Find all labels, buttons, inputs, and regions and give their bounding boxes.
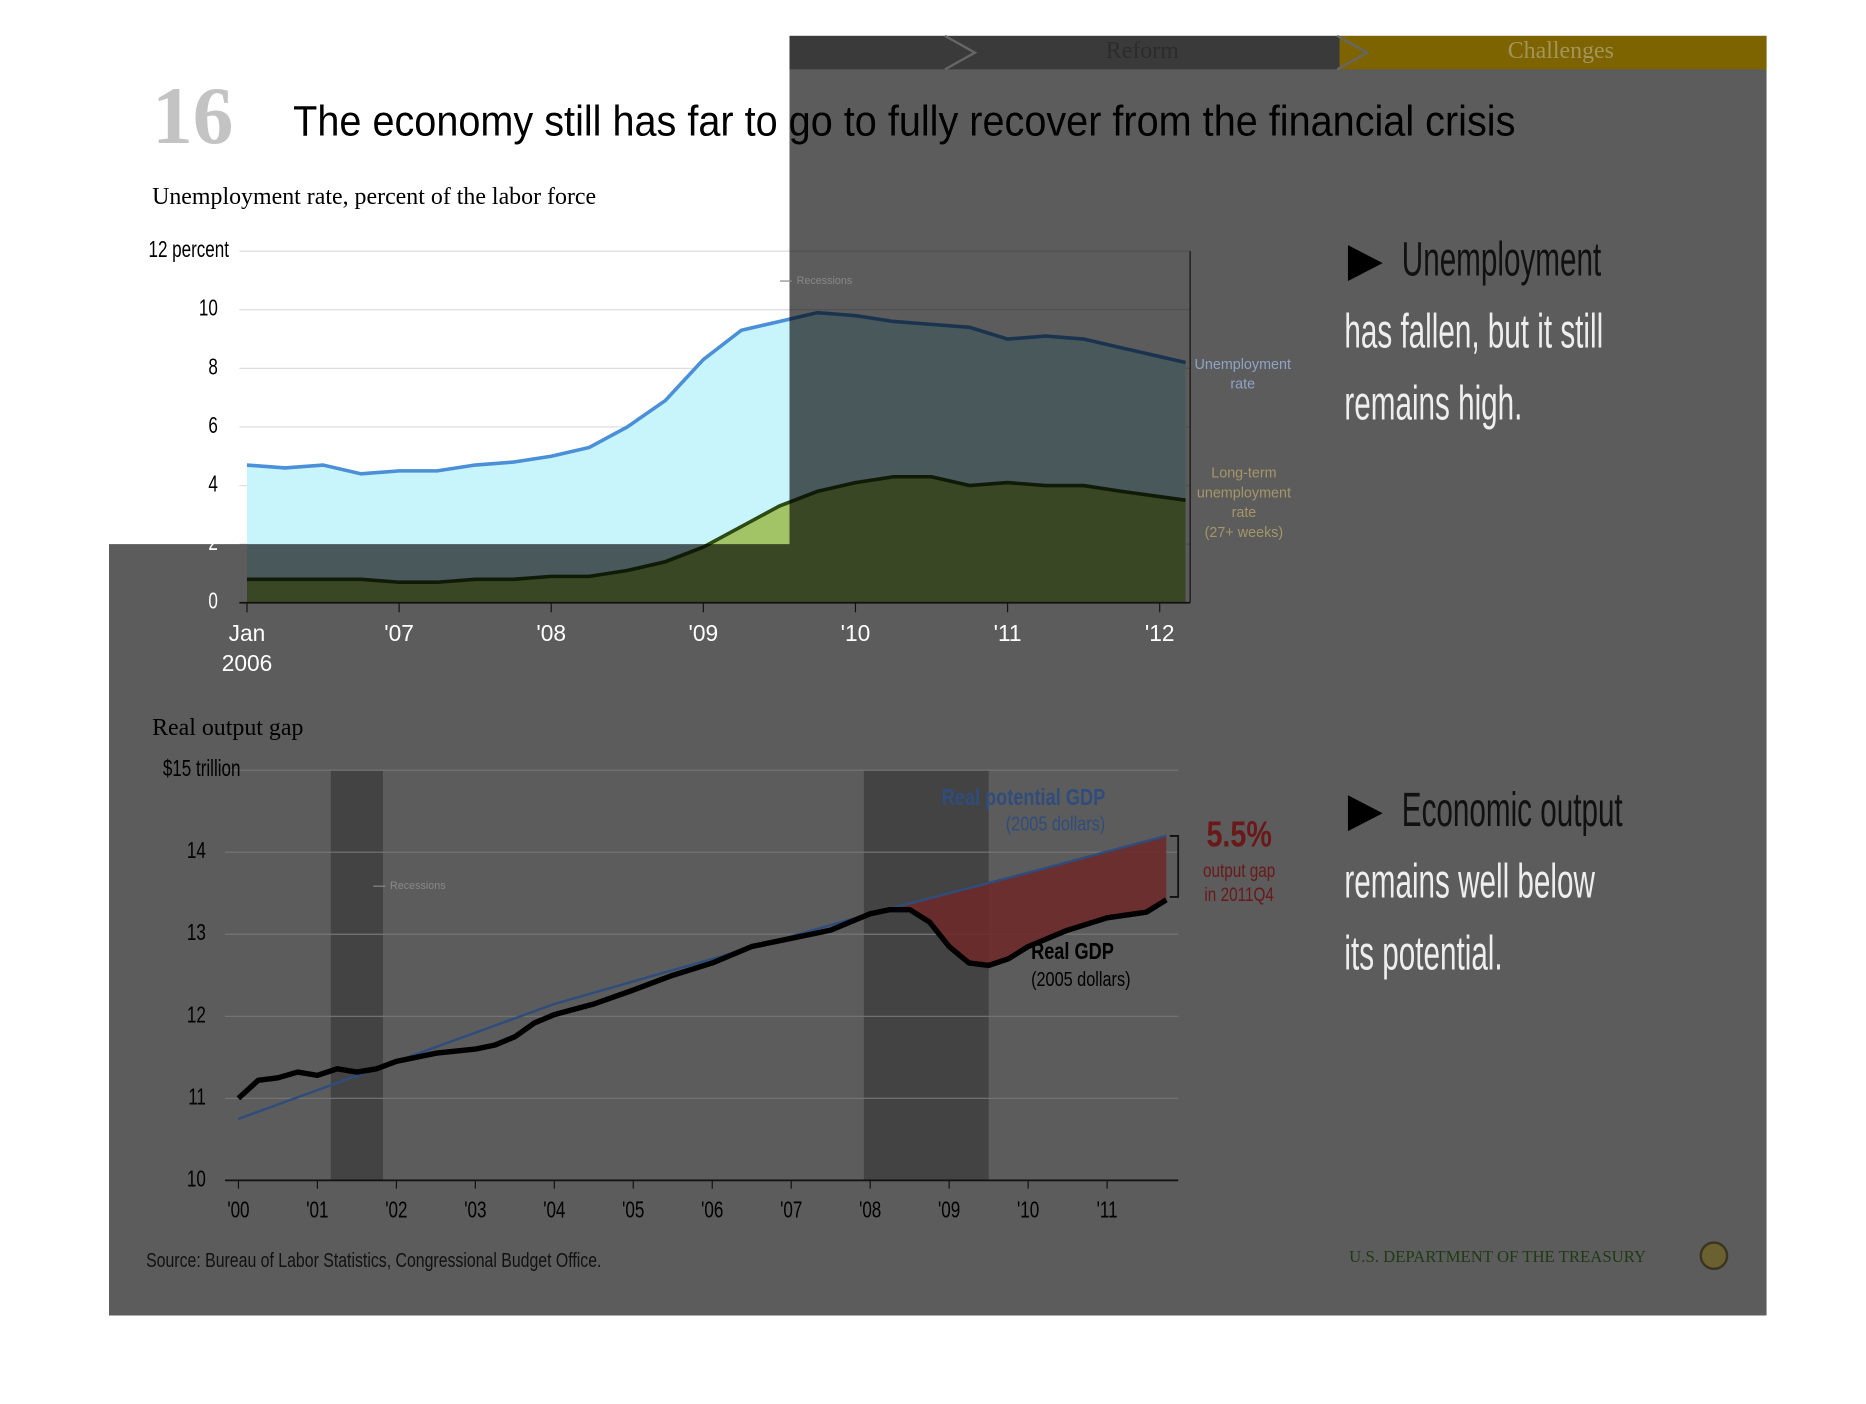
nav-bar [789, 35, 1340, 70]
y-tick-label: 4 [208, 471, 217, 497]
x-tick-label: '06 [701, 1196, 723, 1222]
x-tick-label: '03 [464, 1196, 486, 1222]
annotation: (2005 dollars) [1031, 969, 1130, 991]
bullet-text: Economic output [1402, 784, 1623, 837]
annotation: Real potential GDP [942, 784, 1106, 810]
x-tick-label: '05 [622, 1196, 644, 1222]
annotation: (2005 dollars) [1006, 814, 1105, 836]
x-tick-label: Jan 2006 [222, 620, 273, 676]
annotation: output gap [1203, 861, 1275, 882]
annotation: in 2011Q4 [1204, 885, 1274, 906]
chart-title: Unemployment rate, percent of the labor … [152, 184, 596, 210]
footer: U.S. DEPARTMENT OF THE TREASURY [1349, 1247, 1646, 1266]
nav-bar-active [1339, 35, 1767, 70]
nav-item[interactable]: Reform [1106, 38, 1179, 64]
x-tick-label: '02 [385, 1196, 407, 1222]
y-tick-label: 14 [187, 837, 206, 863]
gap-bracket [1169, 835, 1180, 898]
y-tick-label: 11 [188, 1083, 206, 1109]
bullet-marker [1347, 795, 1383, 832]
x-tick-label: '08 [859, 1196, 881, 1222]
x-tick-label: '07 [780, 1196, 802, 1222]
y-tick-label: 10 [199, 295, 218, 321]
annotation: Recessions [797, 275, 853, 287]
series-label: Unemployment rate [1195, 357, 1291, 393]
slide-title: The economy still has far to go to fully… [293, 98, 1515, 146]
x-tick-label: '11 [994, 620, 1022, 646]
x-tick-label: '07 [384, 620, 414, 646]
x-tick-label: '04 [543, 1196, 565, 1222]
x-tick-label: '01 [306, 1196, 328, 1222]
nav-chevron [1336, 34, 1370, 71]
x-tick-label: '08 [536, 620, 566, 646]
x-tick-label: '09 [689, 620, 719, 646]
bullet-text: remains high. [1344, 377, 1522, 430]
source-note: Source: Bureau of Labor Statistics, Cong… [146, 1250, 601, 1272]
y-tick-label: 12 [187, 1001, 206, 1027]
nav-chevron [944, 34, 978, 71]
output-gap-chart: 0 2 4 6 8 10 12 percent Jan 2006 '07 '08 '09 '10 '11 '… [148, 236, 1291, 1222]
recession-band [330, 770, 383, 1181]
x-tick-label: '12 [1145, 620, 1175, 646]
recession-band [863, 770, 989, 1181]
bullet-marker [1347, 245, 1383, 282]
annotation: Recessions [390, 880, 446, 892]
treasury-seal [1699, 1241, 1729, 1271]
bullet-text: its potential. [1344, 927, 1502, 980]
y-tick-label: 8 [208, 353, 217, 379]
x-tick-label: '09 [938, 1196, 960, 1222]
series-line [236, 897, 1168, 1101]
nav-item[interactable]: Challenges [1508, 38, 1614, 64]
annotation: Real GDP [1031, 938, 1114, 964]
x-tick-label: '11 [1097, 1196, 1118, 1222]
series-label: Long-term unemployment rate (27+ weeks) [1197, 465, 1291, 540]
y-tick-label: 2 [208, 529, 217, 555]
y-tick-label: $15 trillion [163, 755, 241, 781]
x-tick-label: '10 [1017, 1196, 1039, 1222]
gap-fill [870, 835, 1167, 966]
x-tick-label: '10 [841, 620, 871, 646]
x-tick-label: '00 [227, 1196, 249, 1222]
y-tick-label: 0 [208, 588, 217, 614]
bullet-text: remains well below [1344, 856, 1595, 909]
y-tick-label: 13 [187, 919, 206, 945]
bullet-text: has fallen, but it still [1344, 305, 1603, 358]
annotation: 5.5% [1206, 815, 1271, 855]
y-tick-label: 10 [187, 1165, 206, 1191]
dim-overlay [109, 35, 1767, 1316]
y-tick-label: 12 percent [148, 236, 229, 262]
slide-number: 16 [152, 71, 233, 161]
chart-title: Real output gap [152, 715, 303, 741]
y-tick-label: 6 [208, 412, 217, 438]
bullet-text: Unemployment [1402, 234, 1601, 287]
